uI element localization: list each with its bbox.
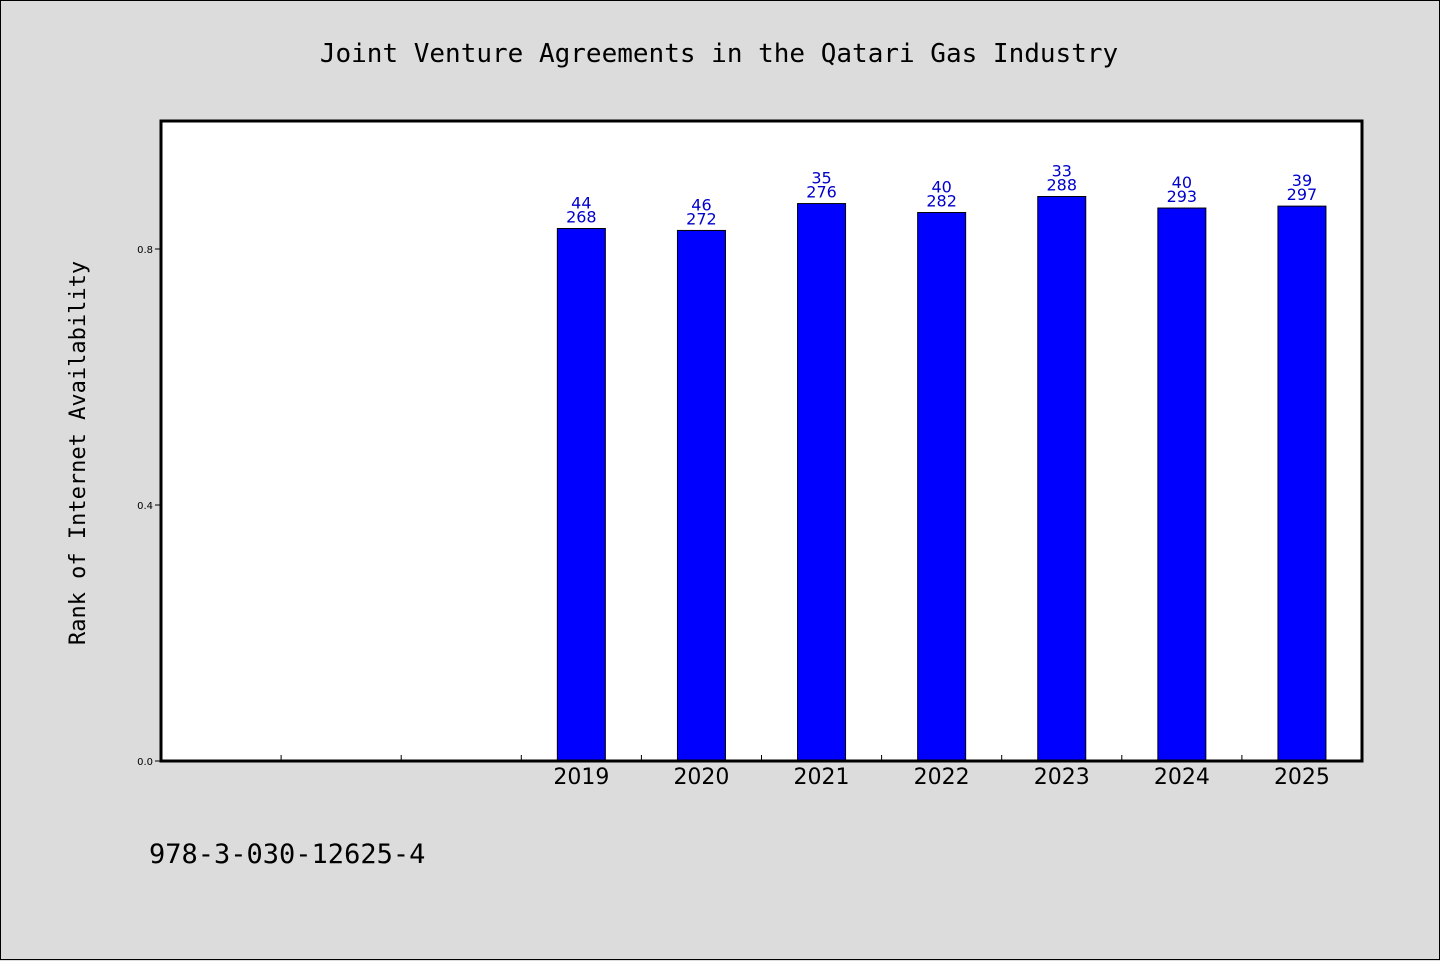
x-tick-label: 2020 (673, 765, 729, 790)
x-tick-label: 2023 (1034, 765, 1090, 790)
x-axis: 2019 2020 2021 2022 2023 2024 2025 (280, 755, 1330, 790)
plot-border (159, 119, 1364, 763)
y-axis-label: Rank of Internet Availability (66, 261, 91, 645)
x-tick-label: 2025 (1274, 765, 1330, 790)
data-label-bottom: 276 (806, 183, 837, 202)
data-label-bottom: 282 (926, 192, 957, 211)
chart-title: Joint Venture Agreements in the Qatari G… (320, 39, 1118, 69)
bar (1157, 207, 1207, 762)
x-tick-label: 2021 (794, 765, 850, 790)
data-label-top: 39 (1292, 171, 1312, 190)
y-tick-label: 0.4 (137, 501, 153, 512)
data-label-top: 35 (811, 169, 831, 188)
data-label-top: 33 (1052, 162, 1072, 181)
data-label-bottom: 297 (1287, 185, 1318, 204)
x-tick-label: 2022 (914, 765, 970, 790)
x-tick-label: 2024 (1154, 765, 1210, 790)
bar (1277, 205, 1327, 762)
y-tick-label: 0.8 (137, 245, 153, 256)
bar (556, 228, 606, 762)
bar-series (556, 196, 1327, 762)
y-axis: 0.0 0.4 0.8 (137, 245, 161, 768)
bar (676, 229, 726, 762)
data-label-top: 44 (571, 194, 591, 213)
data-label-bottom: 293 (1167, 187, 1198, 206)
data-label-top: 40 (931, 178, 951, 197)
bar (797, 203, 847, 762)
data-label-top: 40 (1172, 173, 1192, 192)
data-label-bottom: 288 (1046, 176, 1077, 195)
data-label-top: 46 (691, 195, 711, 214)
data-label-bottom: 272 (686, 209, 717, 228)
data-label-bottom: 268 (566, 208, 597, 227)
x-tick-label: 2019 (553, 765, 609, 790)
y-tick-label: 0.0 (137, 757, 153, 768)
bar (917, 212, 967, 762)
bar (1037, 196, 1087, 762)
isbn-text: 978-3-030-12625-4 (149, 839, 425, 870)
